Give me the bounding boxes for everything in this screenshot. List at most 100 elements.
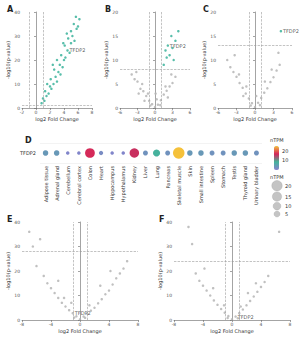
svg-text:Colon: Colon — [87, 166, 93, 180]
svg-text:4: 4 — [108, 322, 111, 327]
svg-text:20: 20 — [14, 269, 20, 274]
svg-text:20: 20 — [166, 269, 172, 274]
svg-text:0: 0 — [154, 110, 157, 115]
svg-text:Adrenal gland: Adrenal gland — [54, 166, 61, 201]
svg-text:Hippocampus: Hippocampus — [109, 166, 116, 201]
svg-text:40: 40 — [166, 220, 172, 225]
svg-text:3: 3 — [171, 110, 174, 115]
svg-text:-4: -4 — [49, 322, 54, 327]
svg-text:Pancreas: Pancreas — [165, 166, 171, 189]
svg-text:10: 10 — [14, 293, 20, 298]
svg-text:Adipose tissue: Adipose tissue — [43, 166, 50, 202]
svg-text:F: F — [159, 215, 164, 224]
svg-text:20: 20 — [285, 183, 291, 189]
svg-text:TFDP2: TFDP2 — [237, 314, 254, 320]
svg-text:5: 5 — [285, 211, 288, 217]
svg-text:log2 Fold Change: log2 Fold Change — [35, 116, 78, 123]
svg-text:Cerebral cortex: Cerebral cortex — [76, 166, 82, 205]
svg-text:0: 0 — [35, 110, 38, 115]
svg-text:5: 5 — [115, 82, 118, 87]
svg-text:5: 5 — [213, 82, 216, 87]
svg-text:Small intestine: Small intestine — [198, 166, 204, 203]
svg-text:10: 10 — [282, 157, 288, 163]
svg-text:B: B — [105, 5, 111, 14]
svg-text:-2: -2 — [20, 110, 25, 115]
svg-text:40: 40 — [14, 10, 20, 15]
svg-text:Skeletal muscle: Skeletal muscle — [176, 166, 182, 205]
svg-text:-8: -8 — [172, 322, 177, 327]
svg-text:8: 8 — [91, 110, 94, 115]
svg-text:15: 15 — [285, 194, 291, 200]
svg-text:0: 0 — [115, 105, 118, 111]
svg-text:-6: -6 — [118, 110, 123, 115]
svg-text:6: 6 — [189, 110, 192, 115]
svg-text:nTPM: nTPM — [270, 174, 284, 180]
svg-text:-log10(p-value): -log10(p-value) — [5, 252, 12, 290]
svg-text:Urinary bladder: Urinary bladder — [253, 165, 260, 205]
svg-text:-log10(p-value): -log10(p-value) — [201, 41, 208, 79]
svg-text:Cerebellum: Cerebellum — [65, 166, 71, 195]
svg-text:log2 Fold Change: log2 Fold Change — [133, 116, 176, 123]
svg-text:-6: -6 — [216, 110, 221, 115]
svg-text:0: 0 — [213, 105, 216, 111]
svg-text:10: 10 — [166, 293, 172, 298]
svg-text:10: 10 — [14, 82, 20, 87]
svg-text:Stomach: Stomach — [220, 166, 226, 188]
svg-text:Thyroid gland: Thyroid gland — [242, 166, 249, 201]
svg-text:Skin: Skin — [187, 166, 193, 177]
svg-text:Kidney: Kidney — [131, 166, 138, 183]
svg-text:Heart: Heart — [98, 166, 104, 180]
svg-text:2: 2 — [49, 110, 52, 115]
svg-text:4: 4 — [63, 110, 66, 115]
svg-text:3: 3 — [272, 110, 275, 115]
svg-text:20: 20 — [14, 58, 20, 63]
svg-text:8: 8 — [137, 322, 140, 327]
svg-text:TFDP2: TFDP2 — [19, 150, 36, 156]
svg-text:20: 20 — [112, 10, 118, 15]
svg-text:-4: -4 — [201, 322, 206, 327]
svg-text:TFDP2: TFDP2 — [282, 28, 299, 34]
svg-text:E: E — [7, 215, 12, 224]
svg-text:0: 0 — [79, 322, 82, 327]
svg-text:-3: -3 — [135, 110, 140, 115]
svg-text:-log10(p-value): -log10(p-value) — [5, 41, 12, 79]
svg-text:C: C — [203, 5, 209, 14]
svg-text:0: 0 — [254, 110, 257, 115]
svg-text:30: 30 — [14, 244, 20, 249]
svg-text:Hypothalamus: Hypothalamus — [120, 166, 127, 203]
svg-text:log2 Fold Change: log2 Fold Change — [233, 116, 276, 123]
svg-text:TFDP2: TFDP2 — [74, 310, 91, 316]
svg-text:20: 20 — [210, 10, 216, 15]
svg-text:40: 40 — [14, 220, 20, 225]
svg-text:30: 30 — [14, 34, 20, 39]
svg-text:10: 10 — [112, 58, 118, 63]
svg-text:D: D — [25, 136, 32, 145]
svg-text:6: 6 — [77, 110, 80, 115]
svg-text:-3: -3 — [234, 110, 239, 115]
svg-text:0: 0 — [17, 317, 20, 323]
svg-text:TFDP2: TFDP2 — [169, 43, 186, 49]
svg-text:TFDP2: TFDP2 — [69, 47, 86, 53]
svg-text:8: 8 — [289, 322, 292, 327]
svg-text:4: 4 — [260, 322, 263, 327]
svg-text:30: 30 — [166, 244, 172, 249]
svg-text:15: 15 — [210, 34, 216, 39]
svg-text:0: 0 — [231, 322, 234, 327]
svg-text:nTPM: nTPM — [270, 137, 284, 143]
svg-text:log2 Fold Change: log2 Fold Change — [210, 328, 253, 335]
svg-text:Liver: Liver — [142, 165, 148, 178]
svg-text:6: 6 — [291, 110, 294, 115]
svg-text:Lung: Lung — [154, 166, 161, 178]
svg-text:10: 10 — [210, 58, 216, 63]
svg-text:Testis: Testis — [231, 166, 237, 181]
svg-text:15: 15 — [112, 34, 118, 39]
svg-text:-log10(p-value): -log10(p-value) — [157, 252, 164, 290]
svg-text:10: 10 — [285, 203, 291, 209]
svg-text:0: 0 — [17, 105, 20, 111]
svg-text:Spleen: Spleen — [209, 166, 216, 183]
svg-text:A: A — [7, 5, 14, 14]
svg-text:-log10(p-value): -log10(p-value) — [103, 41, 110, 79]
svg-text:-8: -8 — [20, 322, 25, 327]
svg-text:log2 Fold Change: log2 Fold Change — [58, 328, 101, 335]
svg-text:20: 20 — [282, 148, 288, 154]
